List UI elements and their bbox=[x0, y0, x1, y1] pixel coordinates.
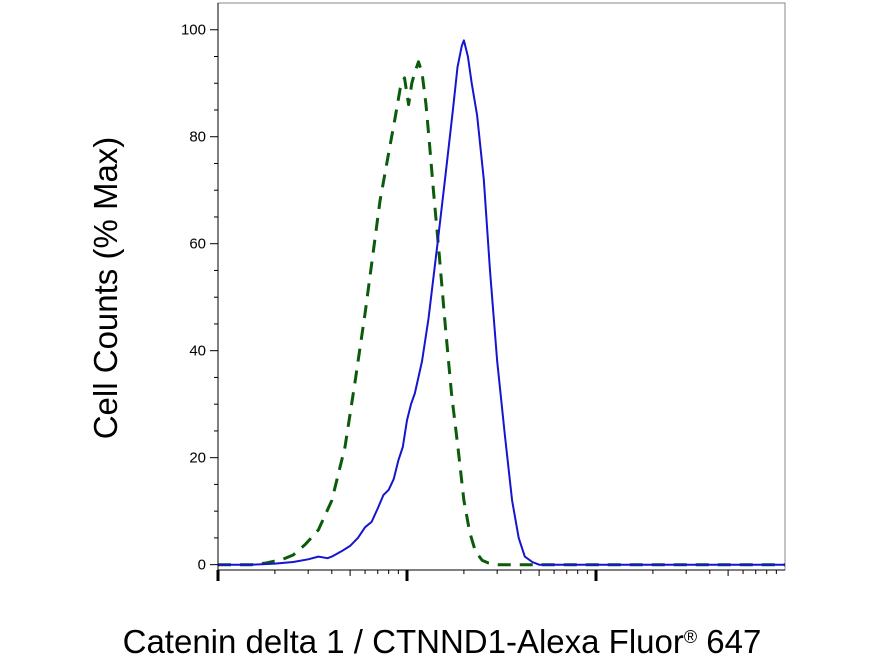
x-axis-title: Catenin delta 1 / CTNND1-Alexa Fluor® 64… bbox=[123, 623, 762, 660]
y-tick-label: 60 bbox=[189, 236, 206, 253]
x-axis bbox=[216, 569, 785, 581]
y-tick-label: 20 bbox=[189, 450, 206, 467]
dashed-green-series-line bbox=[218, 60, 785, 567]
x-axis-title-suffix: 647 bbox=[697, 623, 761, 660]
solid-blue-series-line bbox=[218, 39, 785, 566]
plot-frame bbox=[217, 2, 786, 571]
x-axis-title-superscript: ® bbox=[684, 627, 697, 647]
y-tick-label: 80 bbox=[189, 129, 206, 146]
series-layer bbox=[218, 39, 785, 567]
y-axis-title: Cell Counts (% Max) bbox=[87, 137, 124, 440]
y-tick-label: 0 bbox=[198, 557, 206, 574]
y-tick-label: 100 bbox=[181, 22, 206, 39]
y-tick-label: 40 bbox=[189, 343, 206, 360]
y-axis: 0 20 40 60 80 100 bbox=[181, 3, 219, 574]
x-axis-title-main: Catenin delta 1 / CTNND1-Alexa Fluor bbox=[123, 623, 684, 660]
